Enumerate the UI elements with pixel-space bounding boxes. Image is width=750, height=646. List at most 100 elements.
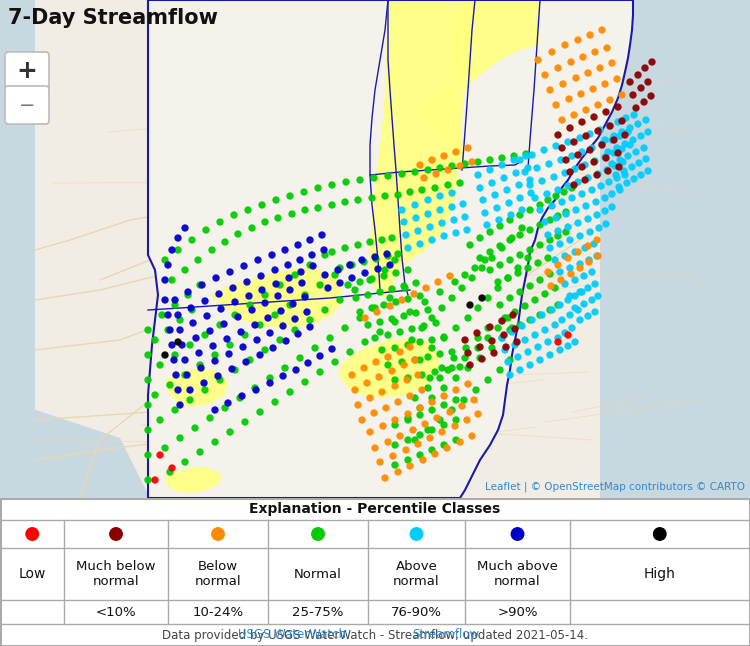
Point xyxy=(552,300,564,310)
Point xyxy=(364,393,376,403)
Point xyxy=(479,208,491,218)
Point xyxy=(522,263,534,273)
Point xyxy=(386,314,398,324)
Point xyxy=(609,161,621,171)
Point xyxy=(554,239,566,249)
Point xyxy=(284,300,296,310)
Point xyxy=(550,213,562,223)
Point xyxy=(514,250,526,260)
Point xyxy=(426,235,438,245)
Point xyxy=(304,315,316,325)
Point xyxy=(582,283,594,293)
Point xyxy=(612,117,624,127)
Point xyxy=(166,463,178,473)
Point xyxy=(461,415,473,425)
Point xyxy=(424,373,436,383)
Point xyxy=(576,287,588,297)
Point xyxy=(384,293,396,303)
Point xyxy=(504,325,516,335)
Point xyxy=(622,127,634,137)
Point xyxy=(369,252,381,262)
Point xyxy=(299,205,311,215)
Point xyxy=(402,409,414,419)
Text: 10-24%: 10-24% xyxy=(193,605,244,618)
Point xyxy=(642,127,654,137)
Point xyxy=(532,258,544,268)
Point xyxy=(304,235,316,245)
Point xyxy=(346,370,358,380)
Point xyxy=(371,307,383,317)
Point xyxy=(579,160,591,170)
Point xyxy=(306,250,318,260)
Point xyxy=(479,255,491,265)
Point xyxy=(370,357,382,367)
Point xyxy=(526,315,538,325)
Point xyxy=(312,529,324,539)
Point xyxy=(508,151,520,161)
Point xyxy=(361,378,373,388)
Point xyxy=(522,163,534,173)
Point xyxy=(414,403,426,413)
Point xyxy=(159,295,171,305)
Point xyxy=(164,325,176,335)
Point xyxy=(414,160,426,170)
Point xyxy=(627,90,639,100)
Point xyxy=(256,285,268,295)
Point xyxy=(352,240,364,250)
Point xyxy=(398,360,410,370)
Point xyxy=(502,313,514,323)
Point xyxy=(514,155,526,165)
Point xyxy=(182,290,194,300)
Point xyxy=(472,409,484,419)
Point xyxy=(314,280,326,290)
Point xyxy=(576,117,588,127)
Point xyxy=(486,336,498,346)
Point xyxy=(599,152,611,162)
Text: Streamflow: Streamflow xyxy=(413,629,479,641)
Point xyxy=(588,239,600,249)
Point xyxy=(424,222,436,232)
Point xyxy=(564,291,576,301)
Point xyxy=(438,332,450,342)
Point xyxy=(604,121,616,131)
Point xyxy=(466,157,478,167)
Point xyxy=(272,291,284,301)
Point xyxy=(264,373,276,383)
Point xyxy=(422,165,434,175)
Point xyxy=(505,210,517,220)
Point xyxy=(392,467,404,477)
Point xyxy=(304,322,316,332)
Point xyxy=(484,165,496,175)
Point xyxy=(319,270,331,280)
Point xyxy=(524,205,536,215)
Text: Explanation - Percentile Classes: Explanation - Percentile Classes xyxy=(249,502,501,516)
Point xyxy=(544,215,556,225)
Point xyxy=(170,370,182,380)
Point xyxy=(446,363,458,373)
Point xyxy=(174,315,186,325)
Point xyxy=(410,529,422,539)
Point xyxy=(545,281,557,291)
Point xyxy=(534,200,546,210)
Point xyxy=(229,297,241,307)
Point xyxy=(556,315,568,325)
Point xyxy=(344,260,356,270)
Point xyxy=(638,97,650,107)
Point xyxy=(426,343,438,353)
Point xyxy=(539,217,551,227)
Point xyxy=(476,354,488,364)
Point xyxy=(544,243,556,253)
Point xyxy=(499,345,511,355)
Point xyxy=(594,63,606,73)
Point xyxy=(565,57,577,67)
Point xyxy=(613,182,625,192)
Point xyxy=(224,427,236,437)
Point xyxy=(298,187,310,197)
Point xyxy=(184,385,196,395)
Point xyxy=(406,324,418,334)
Point xyxy=(632,70,644,80)
Point xyxy=(654,529,666,539)
Point xyxy=(472,333,484,343)
Point xyxy=(476,263,488,273)
Point xyxy=(539,70,551,80)
